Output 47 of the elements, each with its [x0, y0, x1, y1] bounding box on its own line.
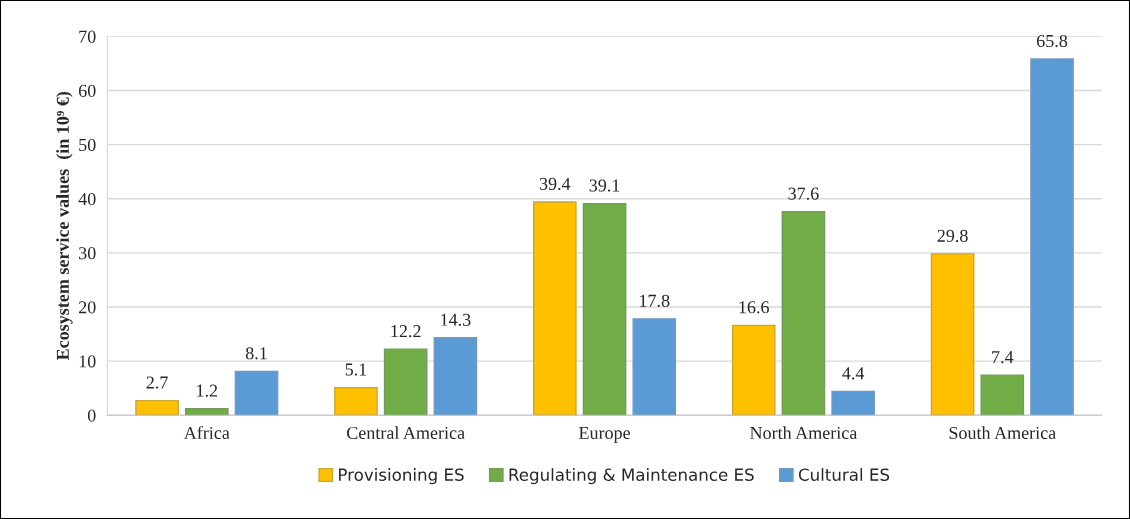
bar [980, 374, 1025, 416]
data-label: 1.2 [197, 384, 218, 397]
bar [433, 337, 478, 416]
y-tick-label: 70 [79, 30, 96, 43]
legend-label: Cultural ES [798, 468, 890, 481]
bar [334, 386, 378, 416]
y-tick-label: 0 [87, 409, 96, 422]
y-tick-label: 10 [79, 355, 96, 368]
bar [234, 370, 279, 416]
legend-label: Provisioning ES [339, 468, 464, 485]
bar [383, 348, 428, 416]
bar [930, 253, 975, 416]
data-label: 5.1 [345, 363, 367, 376]
bar [582, 202, 627, 416]
data-label: 39.4 [539, 177, 571, 191]
data-label: 37.6 [788, 187, 819, 200]
x-tick-label: Europe [579, 427, 630, 443]
x-tick-label: Central America [347, 426, 465, 440]
bar [1030, 58, 1074, 416]
data-label: 8.1 [245, 347, 267, 360]
bar [184, 408, 229, 416]
bar [135, 399, 179, 416]
data-label: 4.4 [842, 367, 865, 380]
data-label: 65.8 [1037, 34, 1068, 48]
y-tick-label: 50 [79, 138, 96, 152]
data-label: 12.2 [391, 325, 421, 338]
y-tick-label: 20 [78, 301, 96, 314]
y-tick-label: 60 [78, 84, 96, 97]
bar [632, 318, 677, 416]
data-label: 29.8 [937, 229, 968, 242]
x-tick-label: Africa [183, 426, 230, 440]
legend-label: Regulating & Maintenance ES [509, 468, 754, 485]
bar [781, 210, 826, 416]
data-label: 2.7 [146, 376, 168, 389]
x-tick-label: North America [750, 426, 858, 440]
bar [731, 324, 776, 416]
bar [533, 201, 577, 416]
y-tick-label: 40 [78, 192, 96, 206]
data-label: 17.8 [640, 294, 670, 307]
y-axis-title: Ecosystem service values (in 10⁹ €) [56, 91, 73, 361]
data-label: 14.3 [441, 313, 471, 326]
data-label: 39.1 [589, 179, 620, 192]
y-tick-label: 30 [79, 247, 96, 260]
x-tick-label: South America [949, 426, 1056, 440]
data-label: 7.4 [992, 351, 1014, 364]
bar [831, 390, 875, 416]
data-label: 16.6 [739, 301, 769, 314]
